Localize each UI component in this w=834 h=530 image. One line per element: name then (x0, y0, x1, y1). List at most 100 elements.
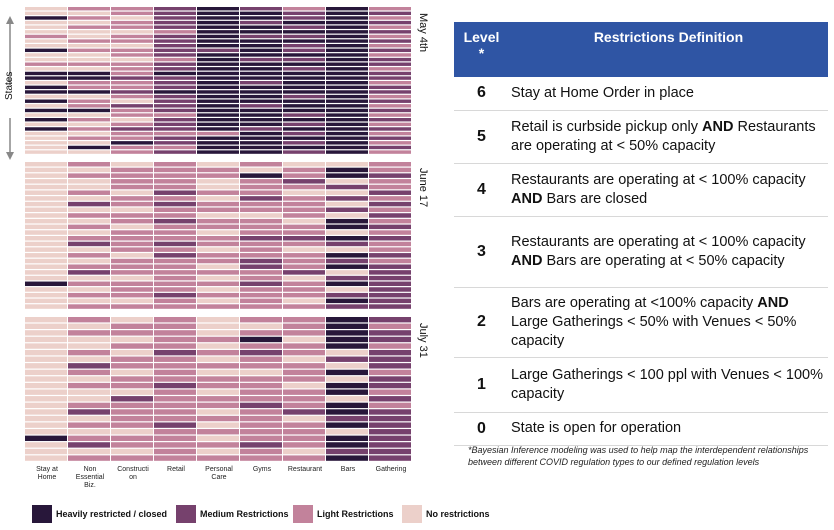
heatmap-cell (25, 409, 67, 415)
heatmap-cell (197, 435, 239, 442)
heatmap-cell (326, 39, 368, 43)
heatmap-cell (111, 85, 153, 90)
heatmap-cell (197, 16, 239, 20)
heatmap-cell (369, 435, 411, 442)
heatmap-cell (283, 94, 325, 99)
heatmap-cell (369, 281, 411, 287)
heatmap-cell (154, 270, 196, 275)
heatmap-cell (111, 20, 153, 25)
heatmap-cell (197, 455, 239, 461)
heatmap-cell (68, 389, 110, 395)
heatmap-cell (326, 241, 368, 247)
heatmap-cell (68, 62, 110, 66)
heatmap-cell (369, 145, 411, 150)
heatmap-cell (197, 236, 239, 241)
heatmap-cell (240, 317, 282, 323)
heatmap-cell (283, 356, 325, 362)
heatmap-cell (68, 281, 110, 287)
heatmap-cell (240, 20, 282, 25)
heatmap-cell (154, 76, 196, 80)
heatmap-cell (240, 71, 282, 76)
heatmap-cell (154, 409, 196, 415)
heatmap-cell (369, 196, 411, 201)
heatmap-cell (283, 207, 325, 213)
heatmap-cell (326, 179, 368, 184)
heatmap-cell (68, 7, 110, 11)
heatmap-cell (154, 356, 196, 362)
heatmap-cell (369, 118, 411, 122)
heatmap-cell (326, 85, 368, 90)
heatmap-cell (326, 104, 368, 108)
heatmap-cell (326, 435, 368, 442)
heatmap-cell (25, 71, 67, 76)
heatmap-cell (68, 429, 110, 435)
heatmap-cell (283, 104, 325, 108)
heatmap-cell (326, 230, 368, 235)
heatmap-cell (111, 356, 153, 362)
heatmap-cell (197, 48, 239, 53)
heatmap-cell (111, 224, 153, 230)
restrictions-heatmap (6, 7, 411, 461)
heatmap-cell (283, 218, 325, 224)
heatmap-cell (25, 20, 67, 25)
heatmap-cell (111, 196, 153, 201)
heatmap-cell (197, 230, 239, 235)
heatmap-cell (68, 402, 110, 409)
heatmap-cell (326, 190, 368, 195)
heatmap-cell (283, 131, 325, 136)
heatmap-cell (25, 422, 67, 428)
heatmap-cell (369, 292, 411, 298)
heatmap-cell (326, 145, 368, 150)
heatmap-cell (111, 336, 153, 343)
heatmap-cell (369, 53, 411, 57)
heatmap-cell (326, 150, 368, 154)
heatmap-cell (154, 207, 196, 213)
heatmap-cell (326, 369, 368, 376)
heatmap-cell (197, 39, 239, 43)
heatmap-cell (283, 34, 325, 39)
heatmap-cell (369, 179, 411, 184)
heatmap-cell (197, 396, 239, 402)
heatmap-cell (25, 455, 67, 461)
heatmap-cell (369, 20, 411, 25)
heatmap-cell (111, 67, 153, 71)
heatmap-cell (25, 389, 67, 395)
heatmap-cell (283, 323, 325, 329)
heatmap-cell (154, 224, 196, 230)
heatmap-cell (283, 435, 325, 442)
heatmap-cell (111, 108, 153, 113)
heatmap-cell (369, 323, 411, 329)
heatmap-cell (111, 264, 153, 269)
heatmap-cell (154, 7, 196, 11)
heatmap-cell (111, 429, 153, 435)
heatmap-cell (326, 16, 368, 20)
column-label: Non Essential Biz. (75, 466, 105, 489)
heatmap-cell (111, 317, 153, 323)
heatmap-cell (111, 207, 153, 213)
heatmap-cell (25, 247, 67, 252)
heatmap-cell (197, 44, 239, 48)
heatmap-cell (240, 409, 282, 415)
heatmap-cell (154, 81, 196, 85)
heatmap-cell (25, 67, 67, 71)
heatmap-cell (240, 298, 282, 304)
heatmap-cell (111, 11, 153, 16)
heatmap-cell (154, 304, 196, 309)
heatmap-cell (154, 415, 196, 422)
heatmap-cell (369, 62, 411, 66)
heatmap-cell (197, 81, 239, 85)
heatmap-cell (197, 429, 239, 435)
heatmap-cell (326, 81, 368, 85)
heatmap-cell (326, 99, 368, 103)
level-value: 6 (454, 77, 509, 111)
heatmap-cell (197, 330, 239, 336)
heatmap-cell (240, 113, 282, 117)
heatmap-cell (68, 184, 110, 190)
heatmap-cell (111, 241, 153, 247)
heatmap-cell (111, 287, 153, 292)
heatmap-cell (240, 304, 282, 309)
heatmap-cell (283, 236, 325, 241)
heatmap-cell (25, 275, 67, 281)
heatmap-cell (283, 442, 325, 448)
heatmap-cell (240, 415, 282, 422)
